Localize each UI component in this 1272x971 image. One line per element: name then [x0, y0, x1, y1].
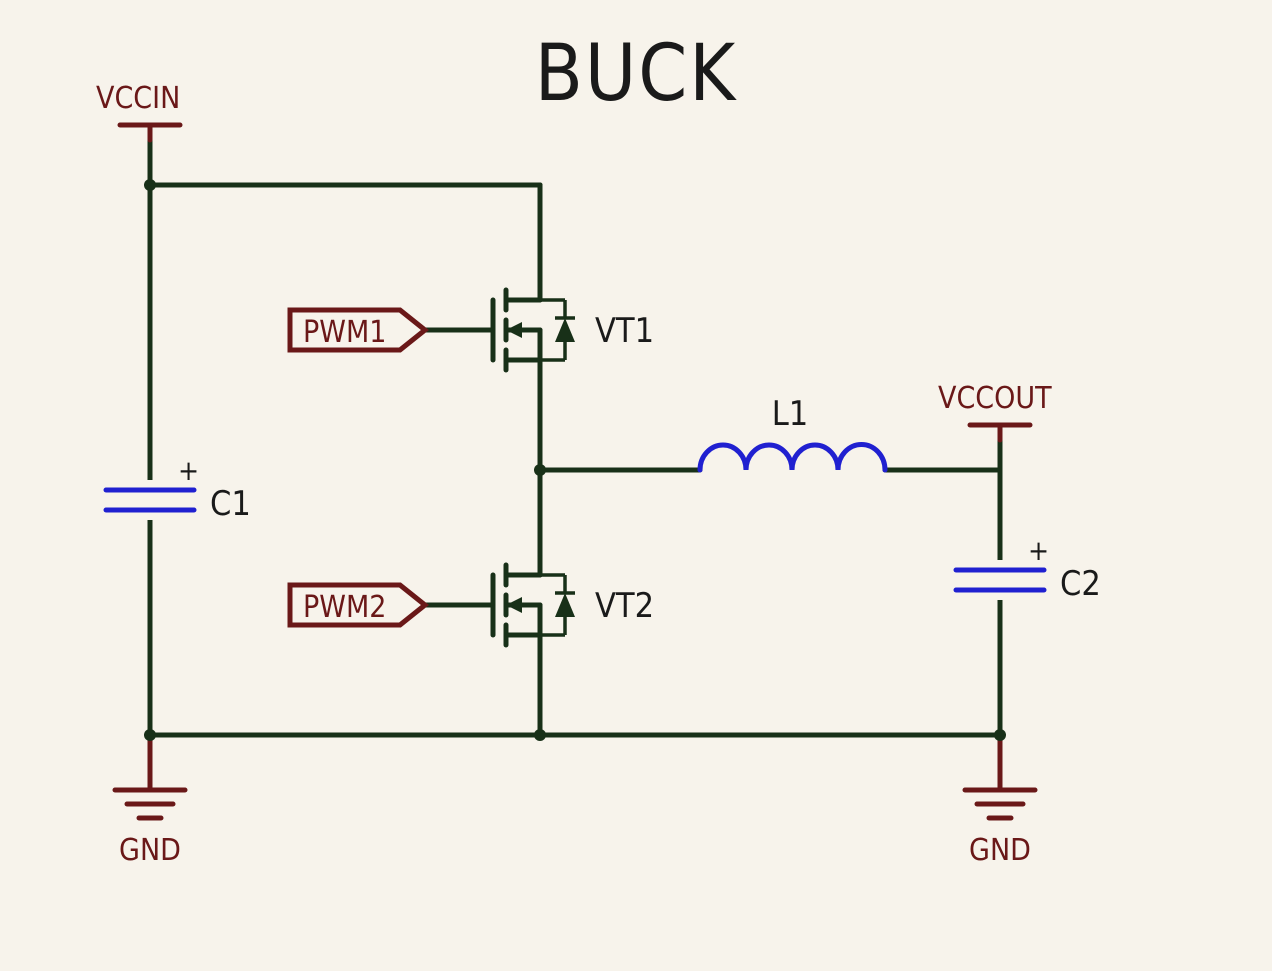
port-vccout: VCCOUT: [938, 381, 1052, 440]
c2-plus: +: [1028, 534, 1049, 567]
port-pwm2: PWM2: [290, 585, 425, 625]
inductor-l1: L1: [700, 394, 885, 470]
capacitor-c1: + C1: [106, 454, 251, 524]
port-pwm1: PWM1: [290, 310, 425, 350]
vt2-label: VT2: [595, 586, 654, 626]
vccin-label: VCCIN: [96, 81, 180, 116]
pwm1-label: PWM1: [303, 315, 386, 350]
port-gnd-right: GND: [965, 735, 1035, 868]
schematic-title: BUCK: [535, 29, 738, 119]
wire-net: [150, 140, 1000, 735]
junctions: [144, 179, 1006, 741]
mosfet-vt1: VT1: [425, 185, 654, 470]
mosfet-vt2: VT2: [425, 470, 654, 735]
port-gnd-left: GND: [115, 735, 185, 868]
gnd-right-label: GND: [969, 833, 1031, 868]
gnd-left-label: GND: [119, 833, 181, 868]
c1-plus: +: [178, 454, 199, 487]
capacitor-c2: + C2: [956, 534, 1101, 604]
c1-label: C1: [210, 484, 251, 524]
port-vccin: VCCIN: [96, 81, 180, 140]
pwm2-label: PWM2: [303, 590, 386, 625]
c2-label: C2: [1060, 564, 1101, 604]
vccout-label: VCCOUT: [938, 381, 1052, 416]
vt1-label: VT1: [595, 311, 654, 351]
l1-label: L1: [772, 394, 809, 434]
